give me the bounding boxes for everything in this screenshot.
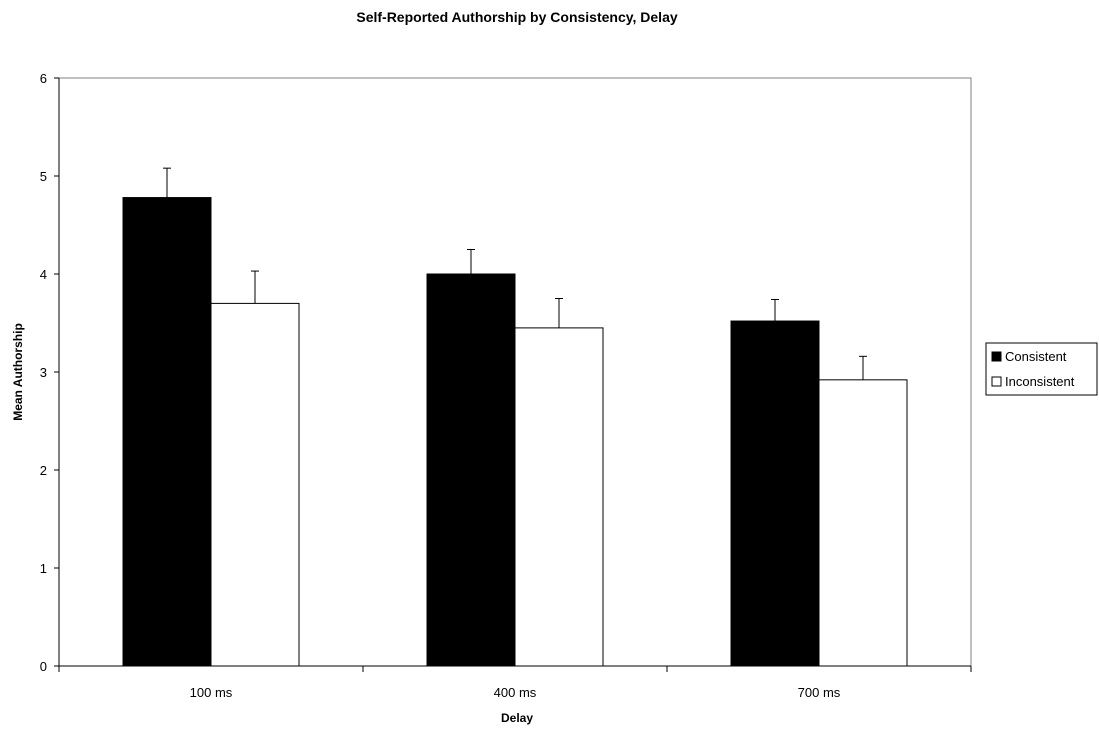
legend-box: [985, 342, 1098, 396]
legend-label-inconsistent: Inconsistent: [1005, 374, 1075, 389]
x-tick-label: 700 ms: [798, 685, 841, 700]
y-axis-title: Mean Authorship: [11, 323, 25, 421]
y-tick-label: 4: [40, 267, 47, 282]
y-tick-label: 2: [40, 463, 47, 478]
legend-label-consistent: Consistent: [1005, 349, 1067, 364]
x-axis-title: Delay: [501, 711, 533, 725]
axes-layer: 0 1 2 3 4 5 6 100 ms 400 ms 700 ms: [40, 71, 972, 700]
bar-consistent-2: [426, 273, 516, 667]
x-tick-label: 100 ms: [190, 685, 233, 700]
y-tick-label: 1: [40, 561, 47, 576]
bar-consistent-1: [122, 197, 212, 667]
legend-swatch-inconsistent: [991, 376, 1002, 387]
bar-consistent-3: [730, 320, 820, 667]
y-tick-label: 3: [40, 365, 47, 380]
y-tick-label: 5: [40, 169, 47, 184]
bar-inconsistent-1: [210, 302, 300, 667]
chart-title: Self-Reported Authorship by Consistency,…: [356, 9, 677, 25]
x-tick-label: 400 ms: [494, 685, 537, 700]
y-tick-label: 6: [40, 71, 47, 86]
bar-inconsistent-3: [818, 379, 908, 667]
legend-swatch-consistent: [991, 351, 1002, 362]
legend: Consistent Inconsistent: [985, 342, 1098, 396]
y-tick-label: 0: [40, 659, 47, 674]
bars-layer: [122, 167, 908, 667]
bar-inconsistent-2: [514, 327, 604, 667]
